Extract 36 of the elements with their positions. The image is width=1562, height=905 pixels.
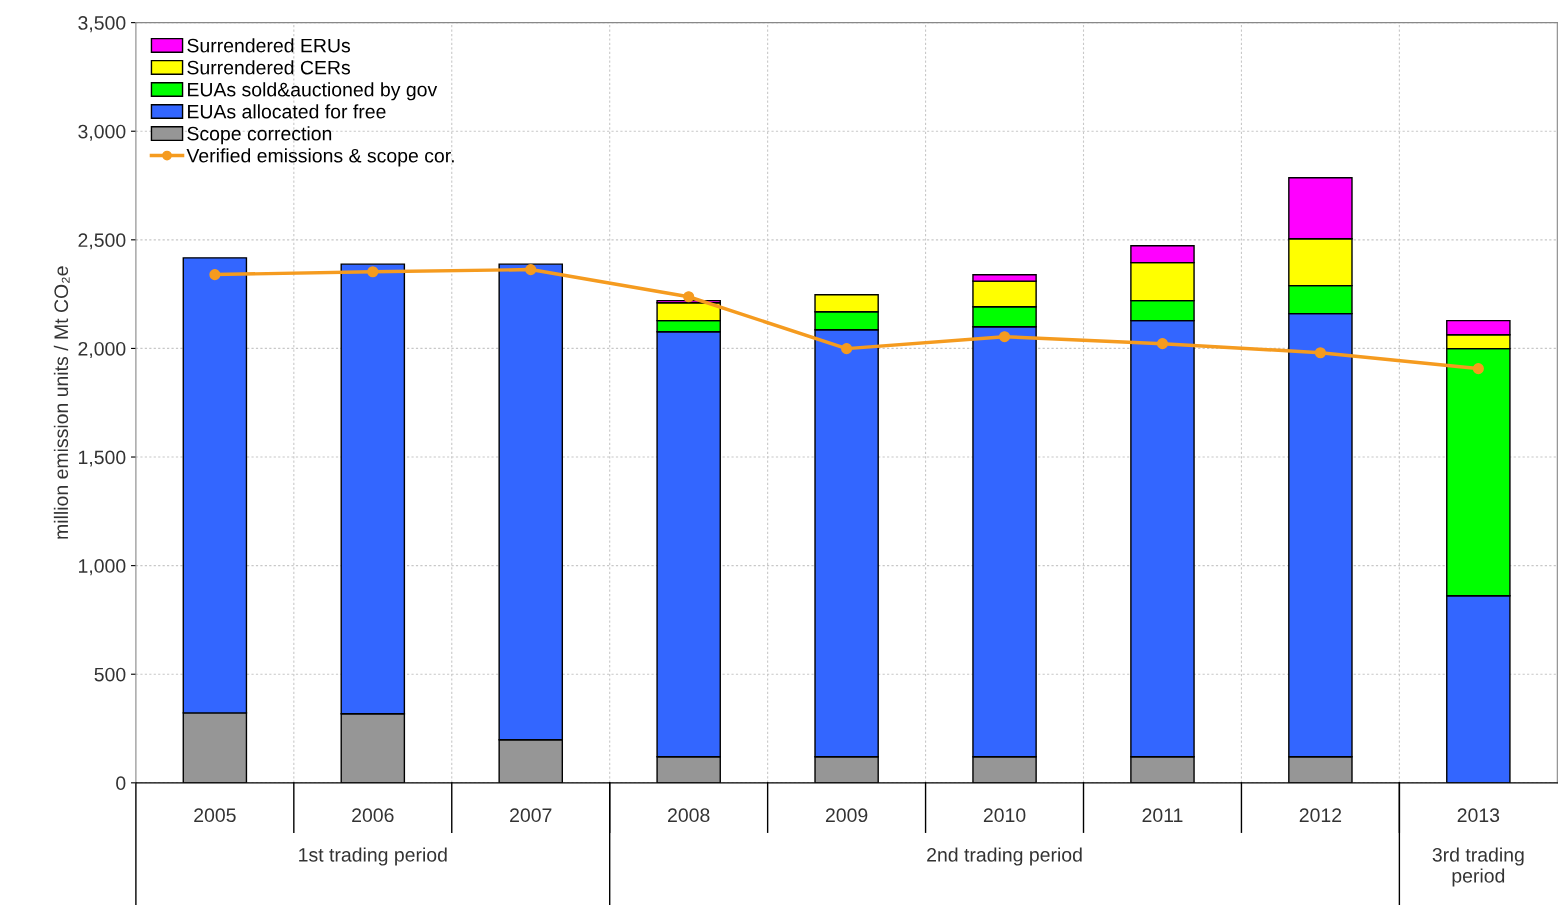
y-tick-label: 0	[116, 776, 126, 791]
y-tick-label: 500	[94, 667, 126, 682]
y-axis-title: million emission units / Mt CO₂e	[53, 266, 70, 539]
x-tick-label: 2006	[352, 808, 394, 823]
point	[525, 264, 537, 276]
legend-label: Scope correction	[187, 126, 332, 145]
text: 3rd trading period	[1432, 847, 1524, 887]
legend-label: EUAs sold&auctioned by gov	[188, 82, 438, 101]
x-tick-label: 2011	[1142, 808, 1183, 823]
legend-label: Surrendered CERs	[187, 60, 351, 75]
point	[998, 331, 1011, 343]
legend-label: EUAs allocated for free	[188, 104, 386, 119]
x-tick-label: 2007	[510, 808, 552, 823]
x-tick-label: 2010	[983, 808, 1026, 823]
point	[1156, 338, 1169, 350]
point	[841, 343, 853, 355]
y-tick-label: 1,000	[79, 559, 126, 576]
x-tick-label: 2009	[825, 808, 868, 823]
legend-label: Verified emissions & scope cor.	[186, 148, 454, 167]
y-tick-label: 2,000	[78, 341, 126, 358]
legend-label: Surrendered ERUs	[187, 38, 351, 53]
point	[1314, 347, 1326, 359]
point	[683, 291, 695, 303]
point	[209, 269, 221, 281]
y-tick-label: 3,500	[78, 16, 126, 33]
point	[367, 266, 379, 278]
text: 1st trading period	[299, 847, 447, 866]
x-tick-label: 2005	[194, 808, 236, 823]
y-tick-label: 2,500	[78, 233, 126, 250]
point	[1472, 363, 1484, 375]
y-tick-label: 1,500	[79, 450, 126, 467]
x-tick-label: 2012	[1299, 808, 1342, 823]
text: 2nd trading period	[927, 847, 1082, 866]
y-tick-label: 3,000	[78, 124, 126, 141]
x-tick-label: 2013	[1457, 808, 1500, 823]
x-tick-label: 2008	[668, 808, 710, 823]
